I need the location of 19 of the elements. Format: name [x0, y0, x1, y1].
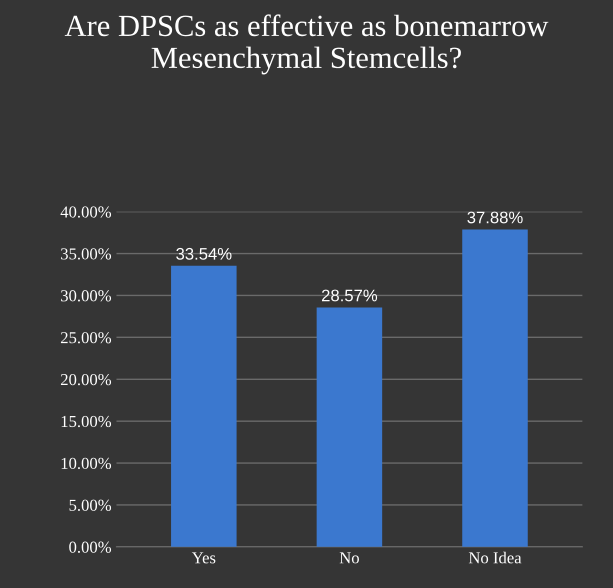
x-tick-label: No [340, 552, 359, 564]
y-tick-label: 40.00% [60, 206, 112, 218]
bar [316, 307, 382, 547]
bar [171, 266, 237, 547]
data-label: 33.54% [176, 248, 232, 260]
y-tick-label: 25.00% [60, 332, 112, 344]
y-tick-label: 15.00% [62, 416, 112, 428]
y-tick-label: 0.00% [69, 542, 112, 553]
data-label: 28.57% [322, 290, 378, 302]
x-tick-label: No Idea [468, 552, 522, 564]
y-tick-label: 10.00% [62, 458, 112, 470]
y-tick-label: 20.00% [60, 374, 112, 386]
y-tick-label: 5.00% [70, 500, 112, 511]
chart-title: Are DPSCs as effective as bonemarrow Mesenchymal Stemcells? [64, 14, 548, 74]
bar [462, 229, 528, 547]
y-tick-label: 35.00% [61, 248, 112, 260]
data-label: 37.88% [467, 212, 523, 224]
y-tick-label: 30.00% [61, 290, 112, 302]
x-tick-label: Yes [192, 552, 216, 564]
